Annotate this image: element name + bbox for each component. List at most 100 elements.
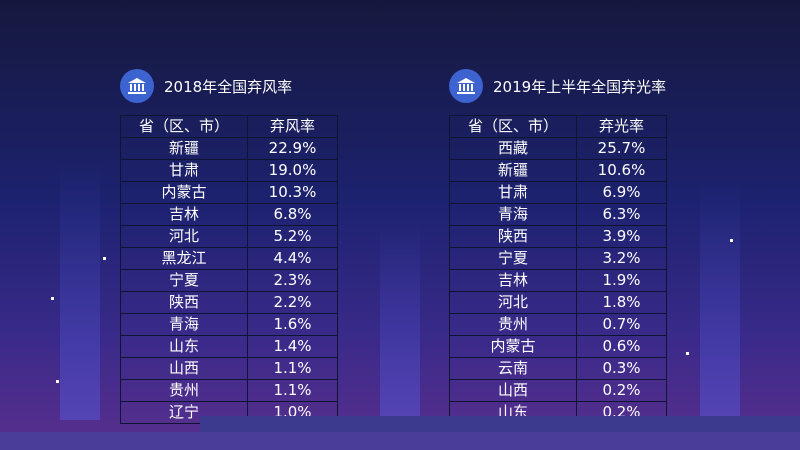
table-cell: 新疆 [120, 137, 248, 160]
panel-title: 2019年上半年全国弃光率 [493, 77, 667, 96]
star [686, 352, 689, 355]
table-cell: 5.2% [247, 225, 338, 248]
table-cell: 内蒙古 [120, 181, 248, 204]
table-cell: 青海 [120, 313, 248, 336]
icon-glyph [457, 78, 475, 94]
table-row: 山西 1.1% [120, 357, 338, 380]
table-cell: 4.4% [247, 247, 338, 270]
table-cell: 1.1% [247, 379, 338, 402]
table-row: 山西 0.2% [449, 379, 667, 402]
data-table: 省（区、市） 弃光率 西藏 25.7% 新疆 10.6% 甘肃 6.9% 青海 6.3% 陕西 3.9… [449, 115, 667, 424]
table-cell: 25.7% [576, 137, 667, 160]
header-cell: 省（区、市） [449, 115, 577, 138]
table-cell: 0.6% [576, 335, 667, 358]
light-beam [380, 220, 420, 420]
table-cell: 2.2% [247, 291, 338, 314]
light-beam [700, 180, 740, 420]
panel-header: 2018年全国弃风率 [120, 68, 338, 104]
table-cell: 10.3% [247, 181, 338, 204]
table-cell: 0.7% [576, 313, 667, 336]
header-cell: 弃光率 [576, 115, 667, 138]
light-beam [60, 160, 100, 420]
table-cell: 宁夏 [120, 269, 248, 292]
table-panel: 2019年上半年全国弃光率省（区、市） 弃光率 西藏 25.7% 新疆 10.6% 甘肃 6.… [449, 68, 667, 424]
table-cell: 山西 [120, 357, 248, 380]
table-cell: 贵州 [120, 379, 248, 402]
table-panel: 2018年全国弃风率省（区、市） 弃风率 新疆 22.9% 甘肃 19.0% 内蒙古 10.3… [120, 68, 338, 424]
panel-header: 2019年上半年全国弃光率 [449, 68, 667, 104]
table-cell: 内蒙古 [449, 335, 577, 358]
table-row: 内蒙古 0.6% [449, 335, 667, 358]
table-row: 陕西 2.2% [120, 291, 338, 314]
table-cell: 新疆 [449, 159, 577, 182]
table-cell: 6.8% [247, 203, 338, 226]
footer-band [0, 432, 800, 450]
table-cell: 10.6% [576, 159, 667, 182]
star [51, 297, 54, 300]
table-cell: 河北 [120, 225, 248, 248]
icon [120, 69, 154, 103]
table-cell: 甘肃 [120, 159, 248, 182]
table-cell: 6.9% [576, 181, 667, 204]
table-cell: 青海 [449, 203, 577, 226]
table-cell: 贵州 [449, 313, 577, 336]
table-row: 甘肃 6.9% [449, 181, 667, 204]
table-cell: 云南 [449, 357, 577, 380]
table-cell: 吉林 [120, 203, 248, 226]
table-row: 河北 5.2% [120, 225, 338, 248]
data-table: 省（区、市） 弃风率 新疆 22.9% 甘肃 19.0% 内蒙古 10.3% 吉林 6.8% 河北 5… [120, 115, 338, 424]
table-row: 内蒙古 10.3% [120, 181, 338, 204]
table-row: 陕西 3.9% [449, 225, 667, 248]
table-cell: 陕西 [120, 291, 248, 314]
table-row: 新疆 10.6% [449, 159, 667, 182]
table-cell: 陕西 [449, 225, 577, 248]
header-row: 省（区、市） 弃风率 [120, 115, 338, 138]
table-cell: 0.3% [576, 357, 667, 380]
table-cell: 3.9% [576, 225, 667, 248]
table-cell: 山东 [120, 335, 248, 358]
header-row: 省（区、市） 弃光率 [449, 115, 667, 138]
table-row: 黑龙江 4.4% [120, 247, 338, 270]
table-row: 吉林 1.9% [449, 269, 667, 292]
table-row: 吉林 6.8% [120, 203, 338, 226]
table-cell: 22.9% [247, 137, 338, 160]
table-row: 西藏 25.7% [449, 137, 667, 160]
table-row: 甘肃 19.0% [120, 159, 338, 182]
table-cell: 1.9% [576, 269, 667, 292]
table-row: 宁夏 3.2% [449, 247, 667, 270]
table-cell: 河北 [449, 291, 577, 314]
table-cell: 6.3% [576, 203, 667, 226]
table-cell: 2.3% [247, 269, 338, 292]
table-cell: 西藏 [449, 137, 577, 160]
table-cell: 1.1% [247, 357, 338, 380]
table-row: 宁夏 2.3% [120, 269, 338, 292]
table-cell: 山西 [449, 379, 577, 402]
table-row: 新疆 22.9% [120, 137, 338, 160]
table-row: 河北 1.8% [449, 291, 667, 314]
icon-glyph [128, 78, 146, 94]
star [730, 239, 733, 242]
table-cell: 吉林 [449, 269, 577, 292]
star [103, 257, 106, 260]
table-cell: 1.6% [247, 313, 338, 336]
header-cell: 省（区、市） [120, 115, 248, 138]
table-cell: 1.4% [247, 335, 338, 358]
icon [449, 69, 483, 103]
table-row: 青海 6.3% [449, 203, 667, 226]
table-cell: 1.8% [576, 291, 667, 314]
panel-title: 2018年全国弃风率 [164, 77, 293, 96]
table-cell: 3.2% [576, 247, 667, 270]
table-row: 贵州 0.7% [449, 313, 667, 336]
table-row: 贵州 1.1% [120, 379, 338, 402]
table-cell: 19.0% [247, 159, 338, 182]
table-cell: 宁夏 [449, 247, 577, 270]
table-cell: 0.2% [576, 379, 667, 402]
table-row: 山东 1.4% [120, 335, 338, 358]
table-row: 青海 1.6% [120, 313, 338, 336]
table-cell: 黑龙江 [120, 247, 248, 270]
header-cell: 弃风率 [247, 115, 338, 138]
table-row: 云南 0.3% [449, 357, 667, 380]
table-cell: 甘肃 [449, 181, 577, 204]
star [56, 380, 59, 383]
